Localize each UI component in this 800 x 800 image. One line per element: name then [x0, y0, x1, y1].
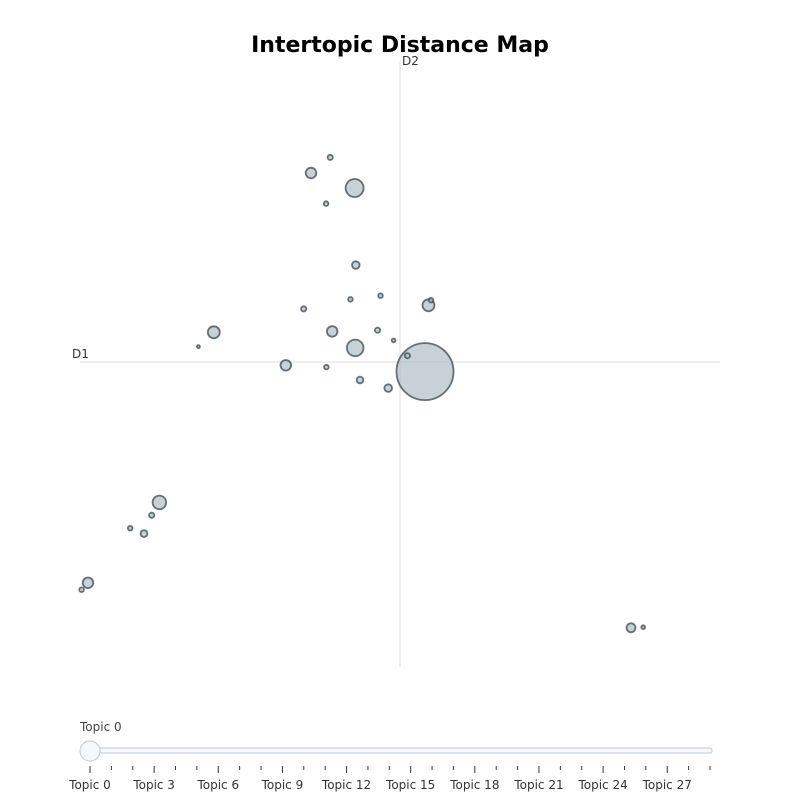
topic-bubble[interactable] [151, 494, 168, 511]
topic-bubble[interactable] [355, 375, 365, 385]
topic-bubble[interactable] [347, 296, 354, 303]
topic-bubble[interactable] [427, 297, 435, 304]
x-axis-label: D1 [72, 347, 89, 361]
topic-bubble[interactable] [351, 260, 361, 270]
topic-bubble[interactable] [78, 586, 85, 593]
topic-bubble[interactable] [326, 153, 334, 161]
topic-bubble[interactable] [148, 511, 156, 519]
topic-bubble[interactable] [403, 352, 411, 360]
y-axis-label: D2 [402, 54, 419, 68]
topic-bubble[interactable] [195, 344, 201, 350]
slider-tick-label: Topic 3 [132, 778, 175, 792]
slider-tick-label: Topic 15 [385, 778, 435, 792]
slider-tick-label: Topic 6 [196, 778, 239, 792]
topic-bubble[interactable] [346, 338, 365, 358]
topic-bubble[interactable] [383, 383, 393, 393]
slider-tick-label: Topic 24 [577, 778, 627, 792]
topic-bubble[interactable] [344, 178, 365, 198]
topic-bubble[interactable] [126, 525, 134, 532]
topic-bubble[interactable] [377, 292, 384, 299]
topic-slider[interactable]: Topic 0 Topic 3 Topic 6 Topic 9 Topic 12 Topi… [68, 740, 713, 792]
topic-bubble[interactable] [625, 622, 637, 634]
slider-tick-label: Topic 18 [449, 778, 499, 792]
slider-current-value: Topic 0 [80, 720, 122, 734]
chart-title: Intertopic Distance Map [251, 33, 549, 58]
bubbles [78, 153, 646, 634]
topic-bubble[interactable] [640, 624, 646, 630]
slider-track[interactable] [86, 747, 713, 754]
topic-bubble[interactable] [300, 305, 308, 313]
topic-bubble[interactable] [326, 325, 339, 338]
topic-bubble[interactable] [304, 166, 318, 180]
slider-tick-label: Topic 21 [513, 778, 563, 792]
slider-tick-label: Topic 12 [321, 778, 371, 792]
slider-tick-label: Topic 27 [642, 778, 692, 792]
topic-bubble[interactable] [279, 359, 293, 372]
topic-bubble[interactable] [81, 576, 95, 590]
topic-bubble[interactable] [390, 337, 397, 344]
axes: D1 D2 [72, 54, 720, 667]
topic-bubble[interactable] [322, 200, 330, 207]
slider-ticks: Topic 0 Topic 3 Topic 6 Topic 9 Topic 12 Topi… [68, 766, 711, 792]
slider-tick-label: Topic 0 [68, 778, 111, 792]
topic-bubble[interactable] [139, 529, 149, 538]
slider-tick-label: Topic 9 [261, 778, 304, 792]
topic-bubble[interactable] [374, 326, 382, 334]
topic-bubble[interactable] [395, 342, 455, 402]
slider-handle[interactable] [79, 740, 101, 762]
topic-bubble[interactable] [206, 325, 221, 340]
topic-bubble[interactable] [323, 363, 330, 371]
